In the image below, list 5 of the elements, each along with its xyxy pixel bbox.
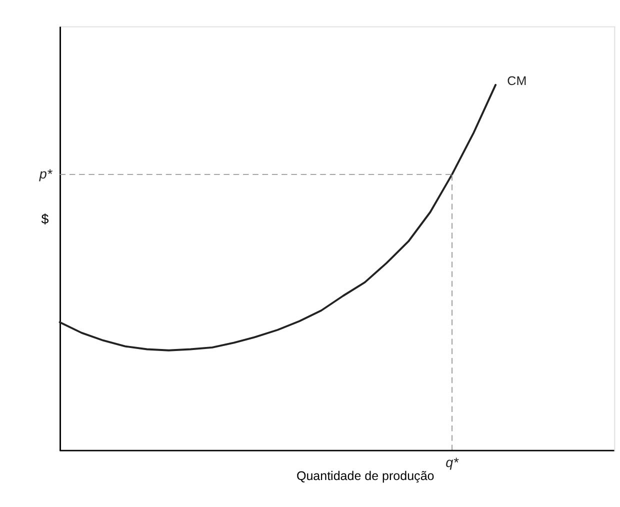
y-axis-title: $ — [41, 212, 50, 226]
series-label: CM — [507, 74, 527, 88]
ref-line-label: p* — [38, 166, 53, 182]
text: q* — [446, 454, 458, 470]
x-axis-title: Quantidade de produção — [296, 468, 434, 483]
